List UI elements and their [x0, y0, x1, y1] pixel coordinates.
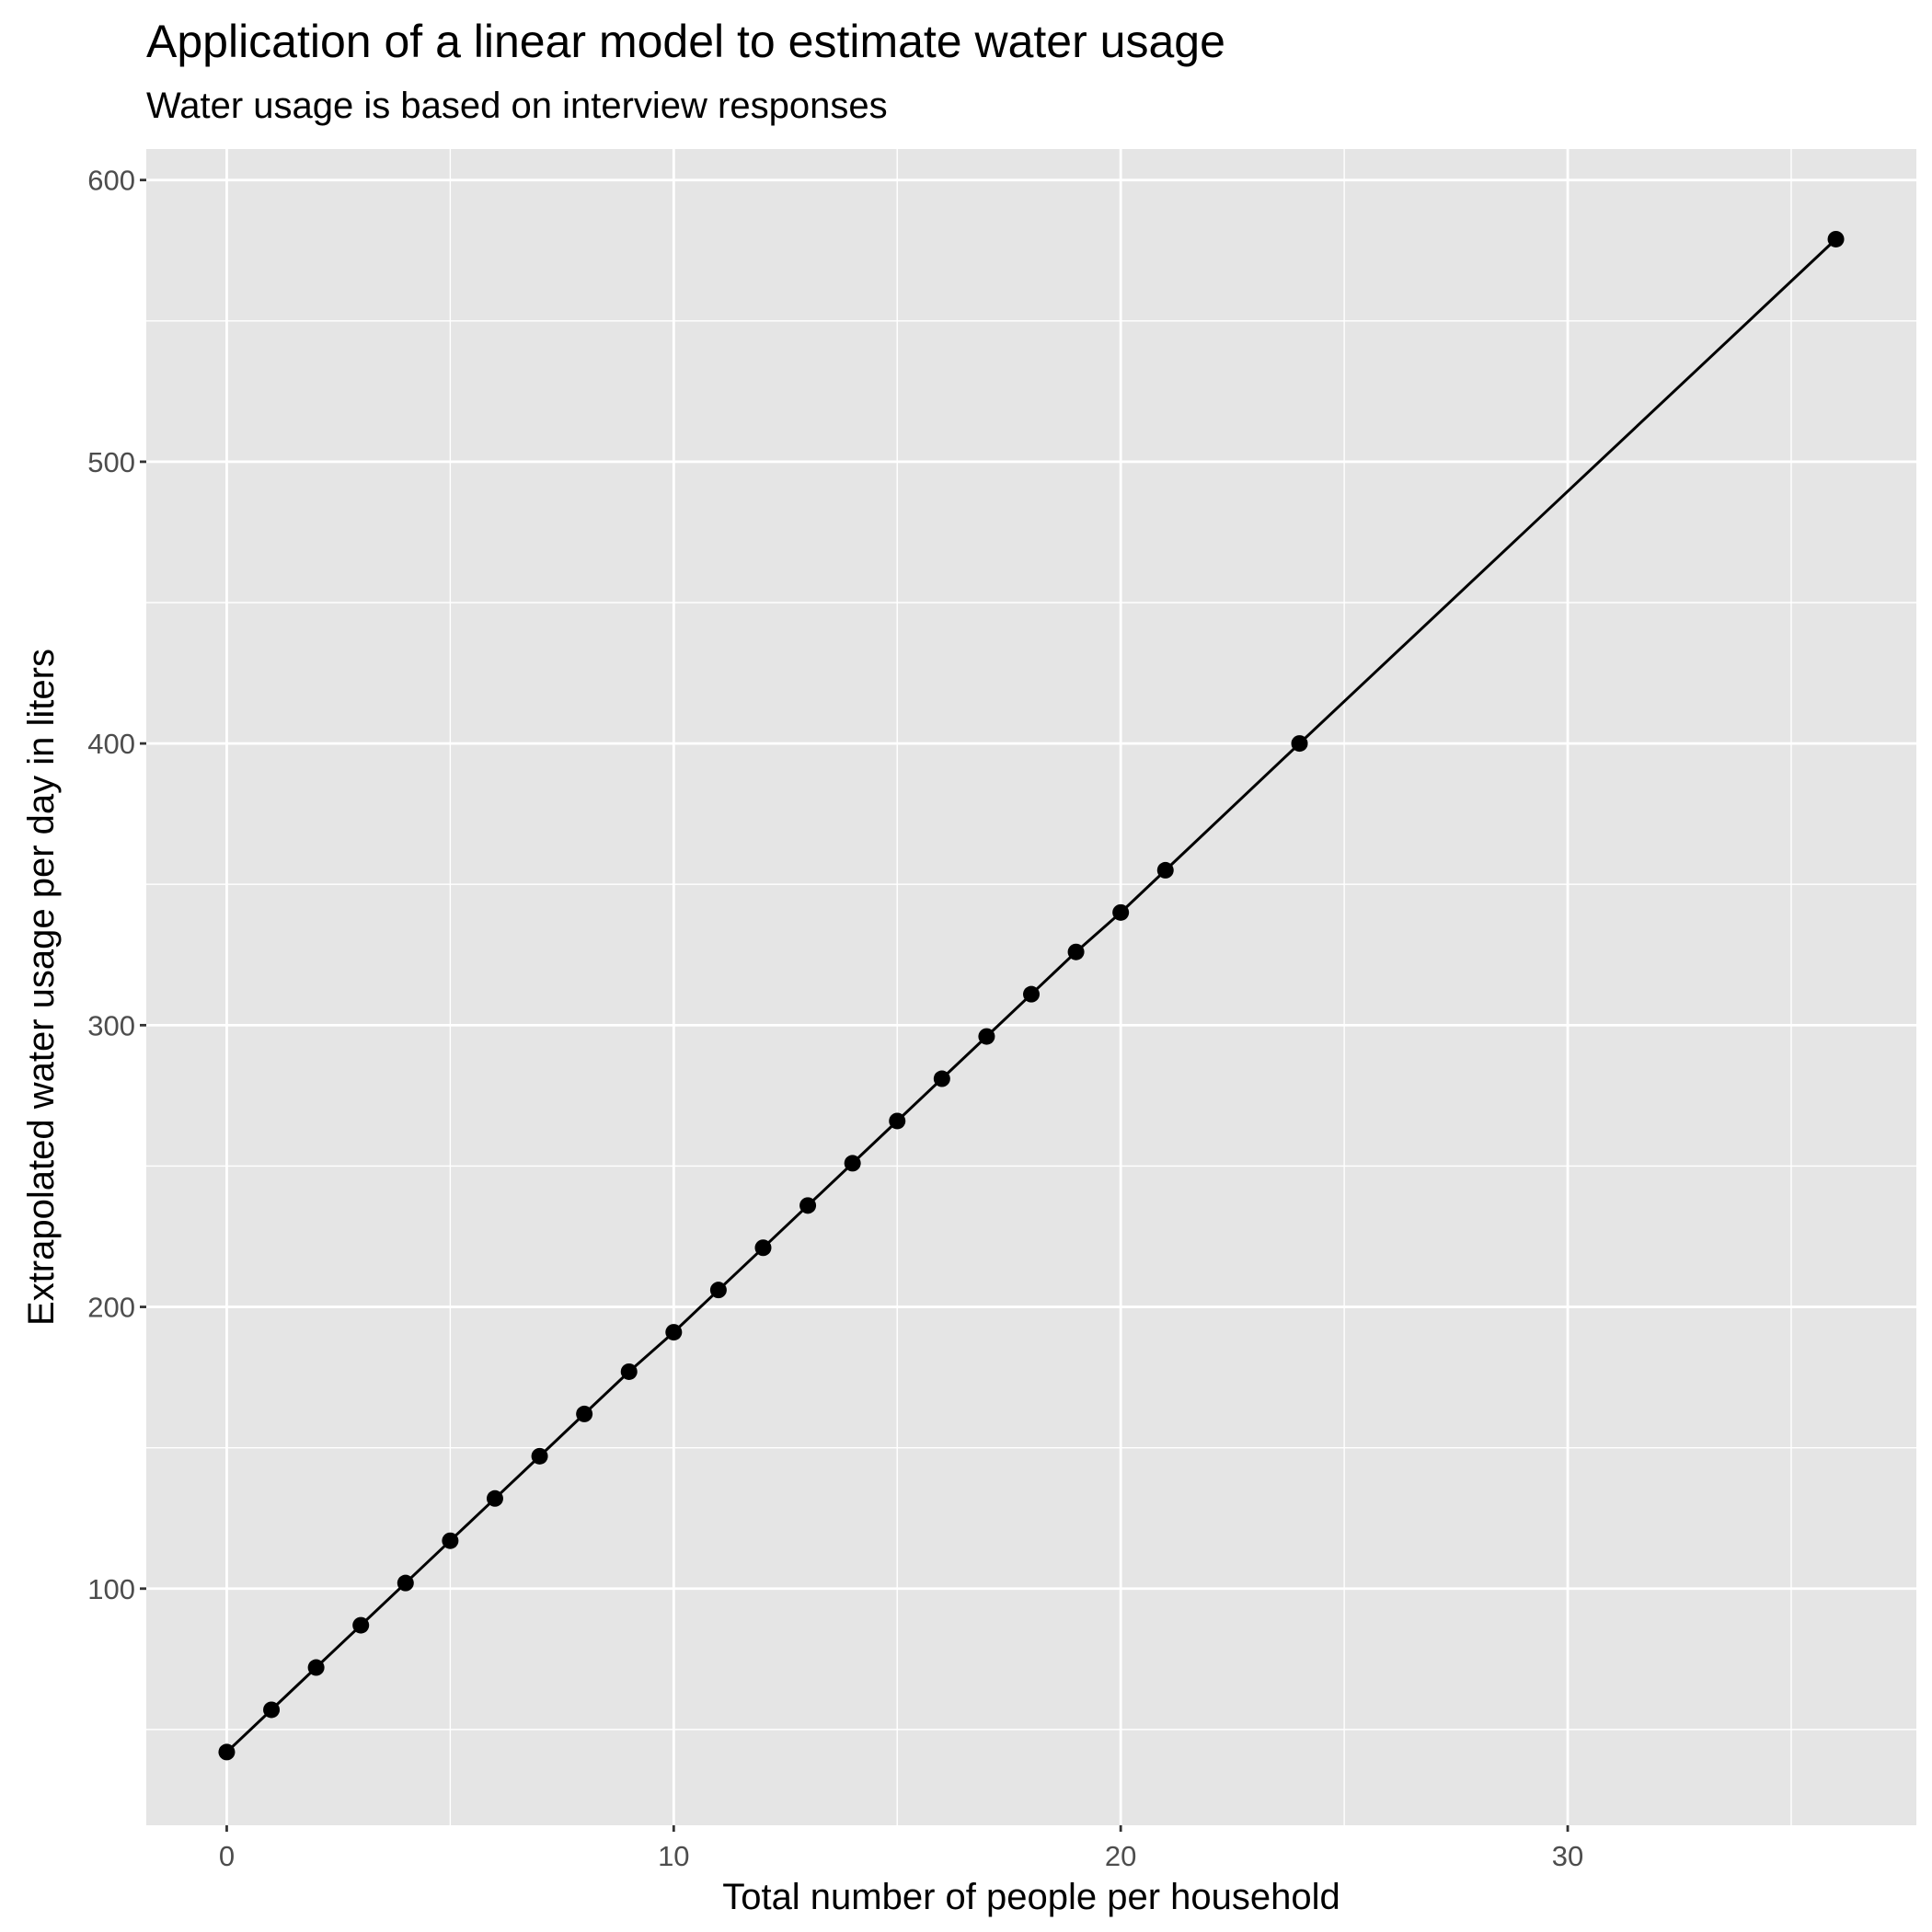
- x-tick-label: 10: [658, 1840, 689, 1872]
- y-tick-label: 300: [87, 1009, 135, 1041]
- data-point: [754, 1239, 772, 1257]
- axis-ticks: [140, 178, 1570, 1832]
- y-tick-label: 400: [87, 728, 135, 760]
- data-point: [442, 1532, 459, 1549]
- data-point: [1067, 943, 1085, 960]
- data-point: [486, 1489, 503, 1507]
- chart-subtitle: Water usage is based on interview respon…: [146, 86, 888, 126]
- data-point: [844, 1155, 861, 1172]
- x-tick-label: 0: [219, 1840, 235, 1872]
- minor-gridlines: [146, 149, 1916, 1825]
- data-point: [933, 1070, 950, 1087]
- data-point: [307, 1659, 325, 1676]
- data-point: [1156, 861, 1174, 879]
- data-point: [709, 1282, 727, 1299]
- y-tick-label: 600: [87, 165, 135, 197]
- y-tick-label: 500: [87, 446, 135, 478]
- y-tick-label: 200: [87, 1292, 135, 1324]
- data-point: [531, 1447, 548, 1465]
- x-tick-label: 30: [1552, 1840, 1583, 1872]
- data-point: [978, 1028, 995, 1045]
- data-point: [352, 1616, 370, 1634]
- chart-title: Application of a linear model to estimat…: [146, 16, 1225, 67]
- data-point: [799, 1197, 817, 1214]
- series-group: [218, 230, 1845, 1761]
- x-tick-label: 20: [1105, 1840, 1136, 1872]
- major-gridlines: [146, 149, 1916, 1825]
- y-tick-label: 100: [87, 1573, 135, 1605]
- data-point: [576, 1405, 593, 1422]
- x-axis-title: Total number of people per household: [722, 1877, 1340, 1917]
- series-line: [225, 237, 1837, 1754]
- y-axis-title: Extrapolated water usage per day in lite…: [21, 649, 62, 1326]
- data-point: [1291, 735, 1308, 753]
- data-point: [665, 1324, 683, 1341]
- data-point: [397, 1574, 414, 1592]
- data-point: [1827, 230, 1845, 247]
- x-axis-tick-labels: 0 10 20 30: [219, 1840, 1583, 1872]
- data-point: [218, 1743, 236, 1761]
- data-point: [1023, 985, 1040, 1003]
- data-point: [620, 1363, 638, 1380]
- data-point: [263, 1701, 281, 1719]
- data-point: [889, 1112, 906, 1130]
- y-axis-tick-labels: 100 200 300 400 500 600: [87, 165, 135, 1605]
- data-point: [1112, 903, 1130, 921]
